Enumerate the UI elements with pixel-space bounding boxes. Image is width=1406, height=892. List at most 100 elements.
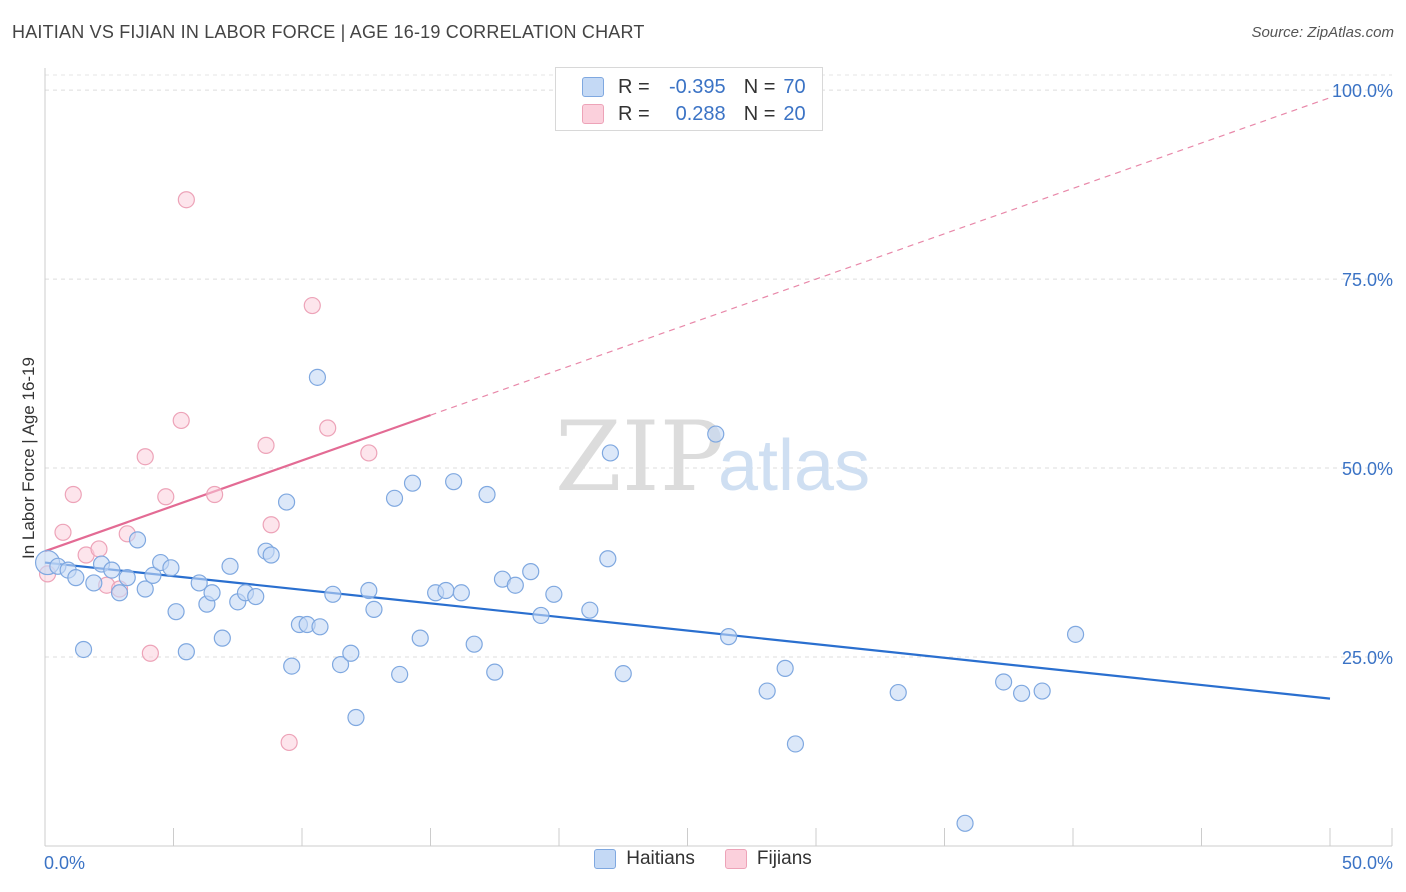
haitian-point — [331, 655, 350, 674]
n-value: 70 — [783, 75, 806, 98]
legend-item-fijians[interactable]: Fijians — [724, 848, 812, 870]
haitian-point — [532, 606, 550, 625]
fijian-point — [64, 485, 82, 504]
haitian-point — [522, 563, 540, 581]
haitian-point — [110, 584, 129, 602]
haitian-point — [118, 569, 136, 587]
haitian-point — [277, 493, 296, 511]
haitian-point — [136, 580, 154, 598]
fijian-point — [360, 444, 378, 462]
data-points — [34, 191, 1085, 832]
haitian-point — [308, 368, 327, 386]
haitian-point — [445, 473, 463, 491]
haitian-point — [465, 635, 483, 653]
fijian-point — [136, 448, 154, 466]
watermark-atlas: atlas — [718, 426, 870, 506]
haitian-point — [1066, 625, 1085, 643]
haitian-point — [581, 601, 599, 619]
fijian-point — [172, 411, 190, 430]
legend-row-haitians: R = -0.395 N = 70 — [556, 73, 806, 101]
fijian-point — [262, 516, 280, 534]
haitian-point — [74, 640, 93, 659]
haitian-point — [311, 618, 329, 636]
fijian-point — [303, 296, 321, 315]
haitian-point — [283, 657, 301, 675]
haitian-point — [365, 600, 383, 619]
stats-legend: R = -0.395 N = 70 R = 0.288 N = 20 — [555, 67, 823, 131]
fijians-legend-swatch — [724, 849, 747, 869]
tick-labels: 25.0% 50.0% 75.0% 100.0% 0.0% 50.0% — [44, 81, 1393, 873]
haitian-point — [360, 581, 378, 600]
haitian-point — [167, 603, 185, 621]
haitian-point — [614, 665, 632, 683]
gridlines — [45, 74, 1392, 658]
haitian-point — [190, 574, 208, 592]
haitian-point — [776, 659, 794, 677]
r-value: 0.288 — [675, 102, 726, 125]
fijian-point — [157, 488, 175, 506]
fijian-point — [280, 733, 298, 752]
series-legend: Haitians Fijians — [0, 848, 1406, 870]
fijian-point — [206, 485, 224, 504]
watermark: ZIP atlas — [555, 401, 870, 513]
y-tick-label: 50.0% — [1342, 459, 1393, 479]
fijian-point — [90, 540, 108, 558]
haitian-point — [707, 425, 725, 443]
haitian-point — [1033, 682, 1051, 700]
haitian-point — [478, 485, 496, 504]
haitian-point — [221, 557, 239, 575]
watermark-zip: ZIP — [555, 401, 724, 513]
haitian-point — [545, 585, 563, 603]
x-tick-label: 0.0% — [44, 853, 85, 873]
haitian-point — [452, 584, 470, 602]
haitian-point — [162, 559, 180, 577]
legend-item-haitians[interactable]: Haitians — [594, 848, 695, 870]
y-tick-label: 25.0% — [1342, 648, 1393, 668]
haitian-point — [1012, 684, 1031, 702]
source-label: Source: ZipAtlas.com — [1251, 24, 1394, 41]
haitian-point — [486, 663, 504, 681]
axes — [44, 68, 1393, 847]
fijians-swatch — [582, 104, 604, 124]
r-label: R = — [618, 102, 650, 125]
y-axis-label: In Labor Force | Age 16-19 — [19, 357, 38, 559]
haitian-point — [128, 531, 147, 549]
haitian-point — [342, 644, 360, 662]
haitian-point — [506, 576, 524, 594]
haitian-point — [177, 643, 195, 661]
fijian-point — [54, 523, 72, 541]
haitian-point — [411, 629, 429, 647]
haitian-point — [403, 474, 422, 492]
n-label: N = — [743, 102, 776, 125]
haitian-point — [103, 561, 121, 579]
fijians-legend-label: Fijians — [756, 848, 812, 869]
haitian-point — [786, 735, 805, 753]
haitian-point — [144, 566, 162, 584]
fijian-point — [257, 436, 275, 454]
haitian-point — [385, 489, 404, 507]
y-tick-label: 75.0% — [1342, 270, 1393, 290]
haitian-point — [85, 574, 103, 592]
haitian-point — [203, 584, 221, 602]
r-label: R = — [618, 75, 650, 98]
chart-title: HAITIAN VS FIJIAN IN LABOR FORCE | AGE 1… — [12, 22, 645, 42]
legend-row-fijians: R = 0.288 N = 20 — [556, 100, 806, 128]
haitian-point — [391, 665, 409, 684]
haitians-legend-swatch — [594, 849, 617, 869]
trend-lines — [44, 97, 1331, 700]
haitian-point — [213, 629, 231, 647]
haitian-point — [347, 708, 365, 727]
haitian-point — [956, 814, 974, 832]
haitians-legend-label: Haitians — [626, 848, 695, 869]
haitian-point — [889, 683, 907, 702]
haitians-trend-line — [44, 561, 1331, 700]
haitian-point — [720, 628, 738, 646]
y-tick-label: 100.0% — [1332, 81, 1393, 101]
fijians-trend-extension — [430, 97, 1331, 416]
n-value: 20 — [783, 102, 806, 125]
x-tick-label: 50.0% — [1342, 853, 1393, 873]
haitian-point — [437, 581, 455, 600]
haitian-point — [758, 682, 776, 700]
fijian-point — [141, 644, 159, 662]
